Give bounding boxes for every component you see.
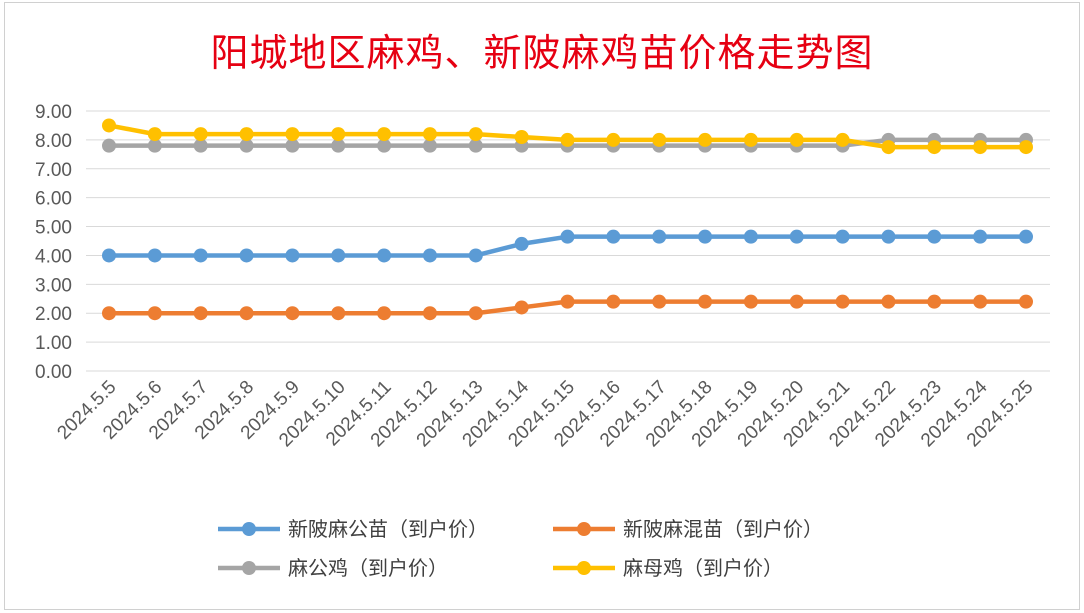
series-lines (102, 118, 1033, 321)
data-point (698, 294, 713, 309)
data-point (102, 306, 116, 321)
data-point (422, 138, 437, 153)
legend-swatch-marker (577, 522, 591, 536)
data-point (147, 306, 162, 321)
data-point (698, 229, 713, 244)
legend-label: 新陂麻公苗（到户价） (288, 517, 488, 541)
legend-label: 麻母鸡（到户价） (623, 556, 783, 580)
x-axis: 2024.5.52024.5.62024.5.72024.5.82024.5.9… (53, 376, 1037, 451)
data-point (331, 248, 346, 263)
data-point (102, 138, 116, 153)
y-tick-label: 1.00 (35, 333, 72, 354)
data-point (285, 138, 300, 153)
data-point (1019, 294, 1033, 309)
data-point (789, 229, 804, 244)
data-point (514, 300, 529, 315)
data-point (789, 132, 804, 147)
data-point (377, 138, 392, 153)
data-point (652, 229, 667, 244)
data-point (881, 294, 896, 309)
data-point (698, 132, 713, 147)
y-tick-label: 7.00 (35, 160, 72, 181)
data-point (560, 294, 575, 309)
data-point (881, 229, 896, 244)
data-point (193, 306, 208, 321)
data-point (927, 229, 942, 244)
y-axis: 0.00 1.00 2.00 3.00 4.00 5.00 6.00 7.00 8.00 9.00 (35, 102, 72, 383)
data-point (377, 127, 392, 142)
data-point (606, 229, 621, 244)
data-point (331, 138, 346, 153)
data-point (285, 127, 300, 142)
data-point (835, 132, 850, 147)
data-point (560, 229, 575, 244)
data-point (1019, 140, 1033, 155)
data-point (606, 294, 621, 309)
data-point (468, 248, 483, 263)
data-point (239, 127, 254, 142)
data-point (1019, 229, 1033, 244)
data-point (331, 306, 346, 321)
data-point (193, 248, 208, 263)
data-point (514, 130, 529, 144)
data-point (193, 138, 208, 153)
data-point (652, 132, 667, 147)
data-point (973, 140, 988, 155)
legend-swatch-marker (577, 561, 591, 575)
chart-title: 阳城地区麻鸡、新陂麻鸡苗价格走势图 (210, 31, 874, 75)
data-point (514, 236, 529, 251)
data-point (468, 138, 483, 153)
data-point (652, 294, 667, 309)
data-point (881, 140, 896, 155)
y-tick-label: 4.00 (35, 246, 72, 267)
y-tick-label: 0.00 (35, 362, 72, 383)
y-tick-label: 9.00 (35, 102, 72, 123)
data-point (973, 229, 988, 244)
y-tick-label: 3.00 (35, 275, 72, 296)
data-point (789, 294, 804, 309)
data-point (743, 229, 758, 244)
data-point (422, 248, 437, 263)
y-tick-label: 5.00 (35, 218, 72, 239)
data-point (973, 294, 988, 309)
data-point (835, 229, 850, 244)
data-point (468, 306, 483, 321)
data-point (331, 127, 346, 142)
data-point (102, 248, 116, 263)
data-point (835, 294, 850, 309)
data-point (743, 294, 758, 309)
legend-label: 麻公鸡（到户价） (288, 556, 448, 580)
data-point (377, 248, 392, 263)
data-point (927, 294, 942, 309)
data-point (743, 132, 758, 147)
y-tick-label: 6.00 (35, 189, 72, 210)
data-point (147, 248, 162, 263)
data-point (285, 306, 300, 321)
legend-swatch-marker (242, 561, 256, 575)
data-point (193, 127, 208, 142)
data-point (239, 138, 254, 153)
data-point (147, 127, 162, 142)
legend: 新陂麻公苗（到户价） 新陂麻混苗（到户价） 麻公鸡（到户价） 麻母鸡（到户价） (218, 517, 823, 580)
y-tick-label: 2.00 (35, 304, 72, 325)
legend-swatch-marker (242, 522, 256, 536)
data-point (239, 306, 254, 321)
data-point (285, 248, 300, 263)
data-point (422, 306, 437, 321)
data-point (239, 248, 254, 263)
y-tick-label: 8.00 (35, 131, 72, 152)
data-point (606, 132, 621, 147)
data-point (927, 140, 942, 155)
data-point (147, 138, 162, 153)
legend-label: 新陂麻混苗（到户价） (623, 517, 823, 541)
data-point (377, 306, 392, 321)
data-point (468, 127, 483, 142)
data-point (422, 127, 437, 142)
gridlines (86, 110, 1050, 372)
data-point (102, 118, 116, 133)
data-point (560, 132, 575, 147)
